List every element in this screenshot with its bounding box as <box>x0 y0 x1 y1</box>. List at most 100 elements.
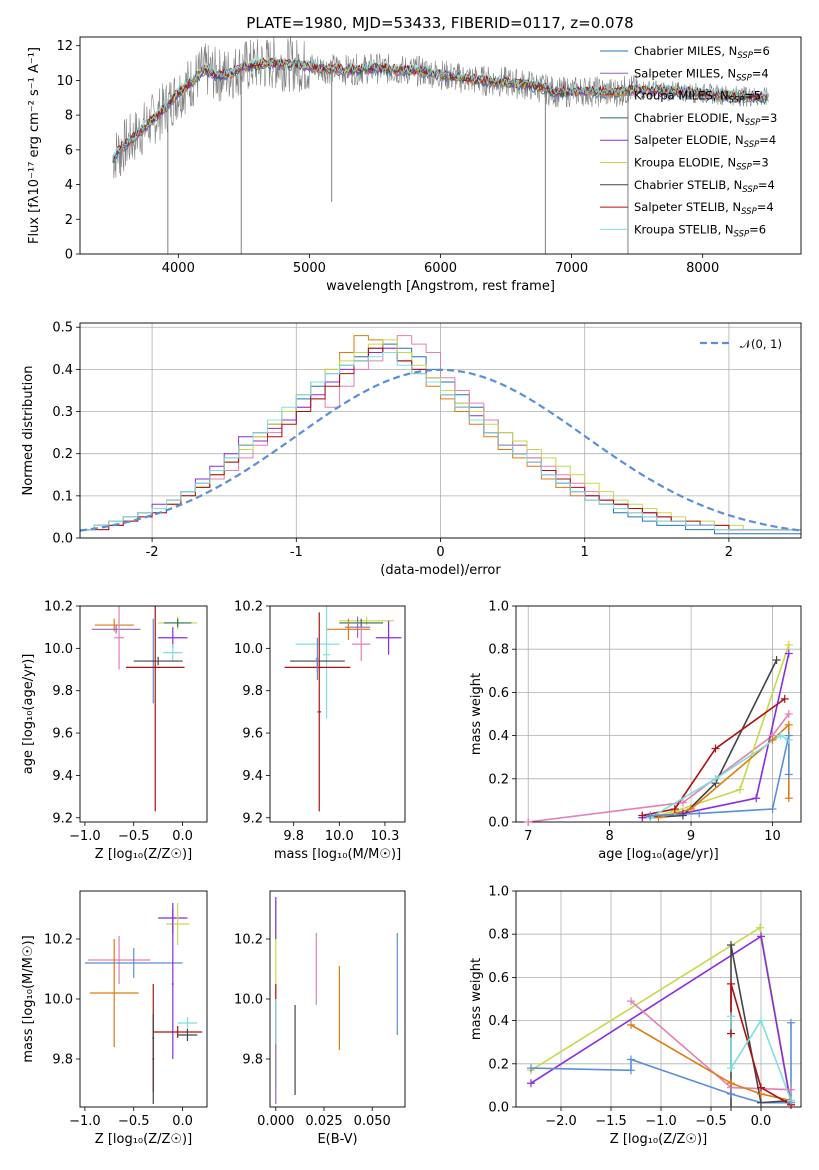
y-tick-label: 9.4 <box>52 769 73 784</box>
axes-frame <box>515 890 802 1108</box>
x-tick-label: 0.0 <box>751 1114 772 1129</box>
figure-title: PLATE=1980, MJD=53433, FIBERID=0117, z=0… <box>246 14 633 32</box>
axes-frame <box>79 605 208 823</box>
x-tick-label: 7 <box>524 829 532 844</box>
y-tick-label: 10.2 <box>234 600 263 615</box>
plot-area <box>275 897 398 1104</box>
panel-weight_vs_age: 7 8 9 10 0.0 0.2 0.4 0.6 0.8 1.0 age [log₁₀(age/yr… <box>469 600 802 862</box>
y-tick-label: 0.3 <box>52 405 73 420</box>
y-tick-label: 10.0 <box>234 993 263 1008</box>
y-tick-label: 0.6 <box>488 686 509 701</box>
y-tick-label: 4 <box>65 178 73 193</box>
y-tick-label: 9.6 <box>52 727 73 742</box>
x-axis-label: age [log₁₀(age/yr)] <box>598 847 719 862</box>
x-axis-label: Z [log₁₀(Z/Z☉)] <box>95 1132 192 1147</box>
y-tick-label: 1.0 <box>488 600 509 615</box>
y-tick-label: 1.0 <box>488 885 509 900</box>
x-tick-label: 0.000 <box>257 1114 294 1129</box>
x-tick-label: 8000 <box>686 261 719 276</box>
y-tick-label: 10.0 <box>234 642 263 657</box>
y-tick-label: 10.0 <box>44 642 73 657</box>
panel-spectrum: 4000 5000 6000 7000 8000 0 2 4 6 8 10 12 wavelength … <box>27 36 802 294</box>
x-tick-label: 0.0 <box>172 1114 193 1129</box>
panel-age_vs_mass: 9.8 10.0 10.3 9.2 9.4 9.6 9.8 10.0 10.2 mass [log… <box>234 600 406 862</box>
legend-label-3: Chabrier ELODIE, NSSP=3 <box>634 111 777 128</box>
histogram-6 <box>80 352 801 538</box>
y-tick-label: 9.4 <box>242 769 263 784</box>
x-tick-label: 10.0 <box>325 829 354 844</box>
y-tick-label: 0.0 <box>488 1101 509 1116</box>
y-tick-label: 2 <box>65 213 73 228</box>
x-tick-label: 10 <box>764 829 781 844</box>
y-tick-label: 9.2 <box>52 811 73 826</box>
y-tick-label: 0.4 <box>488 729 509 744</box>
axes-frame <box>79 36 802 255</box>
x-tick-label: 0.0 <box>172 829 193 844</box>
x-tick-label: −2.0 <box>545 1114 577 1129</box>
legend-label-5: Kroupa ELODIE, NSSP=3 <box>634 156 769 173</box>
series-line-3 <box>630 1024 792 1102</box>
y-tick-label: 8 <box>65 109 73 124</box>
legend-label-4: Salpeter ELODIE, NSSP=4 <box>634 133 776 150</box>
y-tick-label: 0.2 <box>488 1057 509 1072</box>
y-tick-label: 9.8 <box>52 684 73 699</box>
legend-label-8: Kroupa STELIB, NSSP=6 <box>634 222 766 239</box>
x-tick-label: 10.3 <box>370 829 399 844</box>
x-axis-label: wavelength [Angstrom, rest frame] <box>326 279 555 294</box>
x-tick-label: 4000 <box>162 261 195 276</box>
x-tick-label: -2 <box>146 545 159 560</box>
x-tick-label: −0.5 <box>118 829 150 844</box>
legend-label-0: Chabrier MILES, NSSP=6 <box>634 44 770 61</box>
x-axis-label: Z [log₁₀(Z/Z☉)] <box>95 847 192 862</box>
y-axis-label: mass weight <box>469 958 484 1040</box>
x-tick-label: 0.025 <box>305 1114 342 1129</box>
series-line-1 <box>650 644 790 819</box>
y-axis-label: mass weight <box>469 673 484 755</box>
y-tick-label: 9.6 <box>242 727 263 742</box>
y-axis-label: mass [log₁₀(M/M☉)] <box>21 935 36 1062</box>
x-tick-label: 9.8 <box>283 829 304 844</box>
plot-area <box>528 644 790 822</box>
y-tick-label: 0.6 <box>488 971 509 986</box>
x-tick-label: 1 <box>581 545 589 560</box>
axes-frame <box>269 605 406 823</box>
y-tick-label: 9.8 <box>242 1053 263 1068</box>
x-tick-label: 8 <box>606 829 614 844</box>
y-tick-label: 10.2 <box>44 933 73 948</box>
y-tick-label: 9.8 <box>242 684 263 699</box>
series-line-6 <box>730 983 792 1106</box>
legend-label-gauss: 𝒩(0, 1) <box>740 337 782 351</box>
x-tick-label: −1.5 <box>595 1114 627 1129</box>
series-line-6 <box>649 734 790 819</box>
y-tick-label: 0.2 <box>52 447 73 462</box>
model-line-7 <box>112 56 769 160</box>
x-tick-label: −1.0 <box>69 829 101 844</box>
x-tick-label: −0.5 <box>695 1114 727 1129</box>
y-tick-label: 0.2 <box>488 772 509 787</box>
x-tick-label: 2 <box>725 545 733 560</box>
x-tick-label: 5000 <box>293 261 326 276</box>
model-line-8 <box>112 56 769 160</box>
y-tick-label: 0.5 <box>52 321 73 336</box>
legend-label-2: Kroupa MILES, NSSP=5 <box>634 89 761 106</box>
axes-frame <box>515 605 802 823</box>
series-line-3 <box>650 659 778 819</box>
y-tick-label: 0.4 <box>488 1014 509 1029</box>
y-tick-label: 10.0 <box>44 993 73 1008</box>
y-tick-label: 0.4 <box>52 363 73 378</box>
x-axis-label: (data-model)/error <box>380 563 501 578</box>
y-tick-label: 9.2 <box>242 811 263 826</box>
x-tick-label: −0.5 <box>118 1114 150 1129</box>
plot-area <box>284 606 402 812</box>
legend-label-7: Salpeter STELIB, NSSP=4 <box>634 200 774 217</box>
y-tick-label: 10.2 <box>234 933 263 948</box>
plot-area <box>84 903 203 1104</box>
x-axis-label: E(B-V) <box>317 1132 357 1147</box>
y-axis-label: Flux [fλ10⁻¹⁷ erg cm⁻² s⁻¹ A⁻¹] <box>27 47 42 244</box>
x-tick-label: −1.0 <box>645 1114 677 1129</box>
series-line-7 <box>730 1016 792 1101</box>
panel-age_vs_Z: −1.0 −0.5 0.0 9.2 9.4 9.6 9.8 10.0 10.2 Z [log₁₀(… <box>21 600 208 862</box>
panel-residuals: -2 -1 0 1 2 0.0 0.1 0.2 0.3 0.4 0.5 (data-model)/er… <box>21 321 802 578</box>
y-tick-label: 0.1 <box>52 489 73 504</box>
